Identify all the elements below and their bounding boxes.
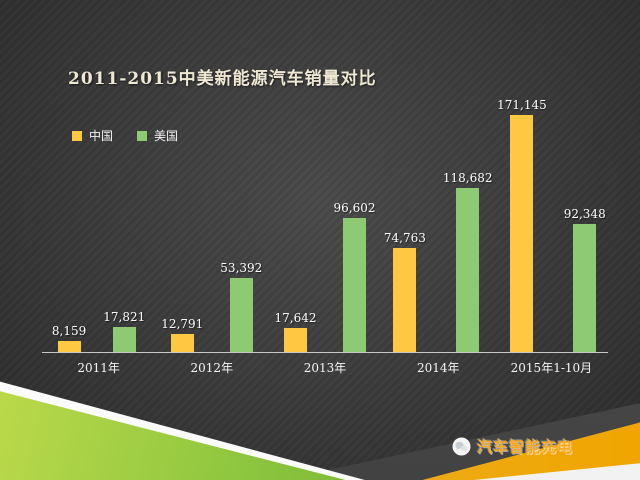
bar-with-label: 74,763 <box>384 231 426 352</box>
legend-item-china: 中国 <box>72 127 113 144</box>
bar-group: 8,159 17,821 <box>42 310 155 352</box>
bar-value-label: 74,763 <box>383 231 426 245</box>
bar-with-label: 171,145 <box>497 98 547 352</box>
bar-value-label: 171,145 <box>497 98 547 112</box>
bar-with-label: 17,821 <box>103 310 145 352</box>
legend-swatch-china <box>72 130 82 141</box>
x-axis-label: 2012年 <box>190 361 234 375</box>
bar-usa <box>343 218 366 352</box>
x-axis-label: 2013年 <box>303 361 347 375</box>
x-axis-labels: 2011年 2012年 2013年 2014年 2015年1-10月 <box>42 359 608 376</box>
x-axis-label: 2015年1-10月 <box>510 361 593 375</box>
bar-group: 12,791 53,392 <box>155 261 268 352</box>
bar-china <box>393 248 417 352</box>
bar-groups: 8,159 17,821 12,791 53,392 17,642 96,602 74,76… <box>42 96 608 352</box>
x-axis-label: 2011年 <box>77 361 120 375</box>
bar-with-label: 53,392 <box>220 261 262 352</box>
watermark-text: 汽车智能充电 <box>477 439 574 456</box>
bar-with-label: 92,348 <box>564 207 606 352</box>
bar-china <box>57 341 81 352</box>
watermark: 汽车智能充电 <box>452 436 573 457</box>
bar-group: 17,642 96,602 <box>268 201 381 352</box>
bar-chart: 8,159 17,821 12,791 53,392 17,642 96,602 74,76… <box>42 96 608 353</box>
bar-china <box>510 115 534 352</box>
bar-value-label: 8,159 <box>51 324 87 338</box>
bar-value-label: 53,392 <box>220 261 263 275</box>
legend-label-usa: 美国 <box>154 129 179 143</box>
bar-value-label: 12,791 <box>161 317 204 331</box>
bar-value-label: 17,642 <box>274 311 317 325</box>
bar-china <box>284 328 307 352</box>
bar-group: 74,763 118,682 <box>382 171 495 352</box>
bar-with-label: 118,682 <box>443 171 493 352</box>
bar-usa <box>229 278 253 352</box>
bar-value-label: 92,348 <box>563 207 606 221</box>
bar-value-label: 17,821 <box>103 310 146 324</box>
bar-group: 171,145 92,348 <box>495 98 608 352</box>
bar-usa <box>112 327 136 352</box>
bar-value-label: 118,682 <box>442 171 493 185</box>
bar-with-label: 17,642 <box>275 311 317 352</box>
legend: 中国 美国 <box>72 127 178 144</box>
bar-usa <box>456 188 480 352</box>
bar-with-label: 12,791 <box>161 317 203 352</box>
bar-value-label: 96,602 <box>333 201 376 215</box>
bar-with-label: 8,159 <box>52 324 86 352</box>
legend-swatch-usa <box>137 130 148 141</box>
chart-title: 2011-2015中美新能源汽车销量对比 <box>68 69 377 89</box>
bar-usa <box>573 224 597 352</box>
wechat-icon <box>452 437 471 456</box>
x-axis-label: 2014年 <box>416 361 460 375</box>
bar-with-label: 96,602 <box>334 201 376 352</box>
legend-label-china: 中国 <box>89 129 114 143</box>
legend-item-usa: 美国 <box>137 127 178 144</box>
bar-china <box>170 334 194 352</box>
